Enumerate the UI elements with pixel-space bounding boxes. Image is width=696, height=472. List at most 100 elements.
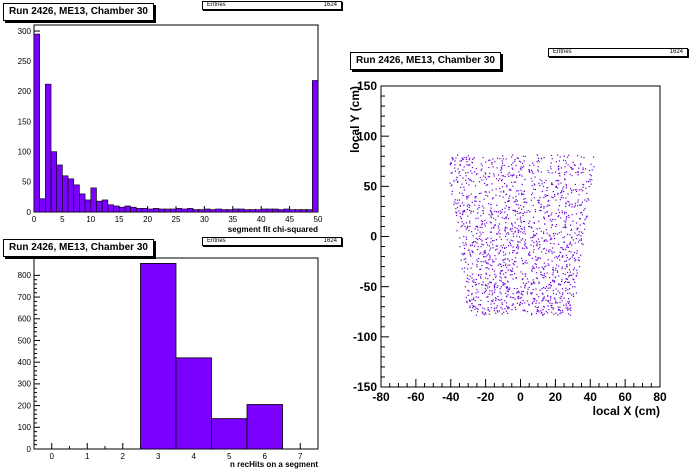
scatter-point <box>508 218 510 220</box>
scatter-point <box>547 312 549 314</box>
scatter-point <box>524 275 527 277</box>
scatter-point <box>537 309 539 312</box>
histogram-bar <box>73 184 80 213</box>
scatter-point <box>552 280 554 282</box>
scatter-point <box>488 293 490 295</box>
scatter-point <box>549 219 552 221</box>
histogram-bar <box>45 83 52 213</box>
scatter-point <box>459 216 461 218</box>
scatter-point <box>492 244 494 246</box>
scatter-point <box>491 227 493 229</box>
scatter-point <box>509 264 511 266</box>
scatter-point <box>510 239 512 241</box>
scatter-point <box>536 259 538 261</box>
scatter-point <box>475 225 477 227</box>
scatter-point <box>521 290 523 293</box>
scatter-point <box>560 295 562 298</box>
scatter-point <box>499 272 501 274</box>
scatter-point <box>517 212 519 214</box>
scatter-point <box>501 178 503 181</box>
scatter-point <box>572 161 574 163</box>
scatter-point <box>485 194 487 197</box>
scatter-point <box>481 223 484 225</box>
scatter-point <box>514 230 516 232</box>
scatter-point <box>568 259 570 261</box>
scatter-point <box>550 183 553 185</box>
scatter-point <box>468 206 470 208</box>
scatter-point <box>518 230 520 232</box>
histogram-bar <box>249 209 256 213</box>
scatter-point <box>488 214 490 216</box>
scatter-point <box>548 251 550 253</box>
scatter-point <box>566 244 568 246</box>
scatter-point <box>580 235 582 237</box>
scatter-point <box>548 214 550 217</box>
scatter-point <box>467 263 469 265</box>
scatter-point <box>465 261 467 263</box>
scatter-point <box>518 171 520 173</box>
scatter-point <box>516 252 518 254</box>
scatter-point <box>519 301 522 303</box>
scatter-point <box>491 290 493 292</box>
scatter-point <box>573 257 576 259</box>
scatter-point <box>518 236 521 238</box>
scatter-point <box>520 239 522 241</box>
y-tick-label: 0 <box>27 208 32 217</box>
scatter-point <box>465 179 467 181</box>
scatter-point <box>565 203 567 205</box>
scatter-point <box>530 244 532 246</box>
scatter-point <box>555 300 557 302</box>
scatter-point <box>480 299 482 301</box>
scatter-point <box>567 193 569 195</box>
scatter-point <box>538 267 540 269</box>
scatter-point <box>561 247 563 249</box>
scatter-point <box>569 173 571 175</box>
scatter-point <box>454 201 456 203</box>
scatter-point <box>466 277 468 279</box>
scatter-point <box>567 164 569 166</box>
scatter-point <box>547 287 549 289</box>
scatter-point <box>527 288 529 290</box>
scatter-point <box>577 155 579 157</box>
scatter-point <box>555 212 557 214</box>
scatter-point <box>528 170 530 173</box>
scatter-point <box>456 214 458 217</box>
scatter-point <box>543 217 545 219</box>
scatter-point <box>564 179 566 181</box>
scatter-point <box>459 164 461 167</box>
scatter-point <box>578 189 580 191</box>
histogram-bar <box>96 200 103 213</box>
scatter-point <box>540 203 542 206</box>
scatter-point <box>569 274 571 276</box>
scatter-point <box>511 230 513 233</box>
scatter-point <box>560 197 562 199</box>
scatter-point <box>487 176 489 178</box>
scatter-point <box>500 277 503 279</box>
scatter-point <box>463 156 465 159</box>
scatter-point <box>477 217 479 219</box>
scatter-point <box>538 241 540 243</box>
scatter-point <box>496 157 499 159</box>
scatter-point <box>514 158 516 161</box>
scatter-point <box>505 302 508 304</box>
scatter-point <box>562 226 564 228</box>
scatter-point <box>577 201 579 203</box>
scatter-point <box>512 268 514 270</box>
scatter-point <box>534 188 536 191</box>
scatter-point <box>482 284 484 286</box>
scatter-point <box>545 310 547 313</box>
scatter-point <box>470 210 472 212</box>
scatter-point <box>554 219 556 221</box>
scatter-point <box>466 301 468 304</box>
scatter-point <box>470 245 472 247</box>
scatter-point <box>476 173 478 175</box>
y-tick-label: 200 <box>18 401 32 410</box>
scatter-point <box>466 198 468 200</box>
scatter-point <box>479 200 481 203</box>
scatter-point <box>477 261 479 263</box>
scatter-point <box>556 154 559 156</box>
scatter-point <box>507 245 510 247</box>
scatter-point <box>481 224 483 226</box>
scatter-point <box>566 246 568 248</box>
scatter-point <box>521 194 523 196</box>
